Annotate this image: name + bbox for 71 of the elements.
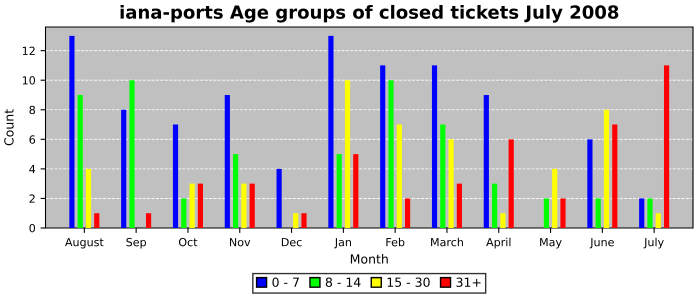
y-tick-label: 8: [29, 106, 36, 114]
bar: [560, 198, 566, 228]
bar: [69, 36, 75, 228]
y-tick-label: 2: [30, 194, 35, 203]
x-tick-label: Oct: [178, 238, 198, 246]
bar: [388, 80, 394, 228]
bar: [181, 198, 186, 228]
bar: [172, 124, 178, 228]
x-tick-label: March: [431, 238, 463, 246]
legend-label: 8 - 14: [326, 277, 361, 287]
bar: [448, 139, 454, 228]
y-tick-label: 0: [29, 224, 36, 232]
bar: [344, 80, 350, 228]
bar: [544, 198, 549, 228]
bar: [552, 168, 558, 228]
x-tick-label: May: [540, 238, 562, 248]
bar: [86, 168, 92, 228]
y-axis-title: Count: [4, 109, 14, 146]
bar: [146, 213, 152, 228]
x-tick-label: June: [590, 238, 614, 248]
x-tick-label: Feb: [386, 238, 404, 246]
bar: [596, 198, 601, 228]
bar: [639, 198, 644, 228]
y-tick-label: 6: [29, 135, 36, 144]
bar: [353, 154, 358, 228]
x-tick-label: July: [644, 238, 664, 248]
bar: [484, 94, 489, 228]
x-tick-label: August: [64, 238, 104, 248]
bar: [440, 124, 446, 228]
bar: [293, 213, 298, 228]
bar: [241, 184, 246, 228]
bar: [664, 65, 670, 228]
bar: [587, 139, 593, 228]
bar: [233, 154, 238, 228]
bar: [276, 168, 282, 228]
bar: [336, 154, 342, 228]
bar: [224, 94, 230, 228]
x-tick-label: Jan: [334, 238, 351, 248]
legend-label: 15 - 30: [388, 277, 430, 287]
bar: [129, 80, 135, 228]
y-tick-label: 10: [22, 76, 36, 85]
bar: [432, 65, 438, 228]
bar: [94, 213, 100, 228]
bar: [492, 184, 498, 228]
bar: [396, 124, 402, 228]
bar: [656, 213, 661, 228]
y-tick-label: 12: [22, 46, 35, 55]
bar: [250, 184, 255, 228]
bar: [190, 184, 195, 228]
bar: [604, 110, 610, 228]
bar: [328, 36, 334, 228]
bar: [78, 94, 83, 228]
legend-label: 0 - 7: [272, 277, 299, 287]
bar: [612, 124, 618, 228]
x-tick-label: Nov: [230, 238, 250, 246]
bar: [647, 198, 653, 228]
bar: [456, 184, 462, 228]
x-tick-label: Sep: [126, 238, 146, 248]
bar: [198, 184, 203, 228]
bar: [508, 139, 514, 228]
chart-title: iana-ports Age groups of closed tickets July 2008: [120, 4, 618, 23]
bar: [301, 213, 307, 228]
x-tick-label: Dec: [282, 238, 302, 246]
bar: [121, 110, 126, 228]
bar: [404, 198, 410, 228]
bar: [500, 213, 506, 228]
bar: [380, 65, 386, 228]
legend-label: 31+: [456, 277, 481, 287]
y-tick-label: 4: [29, 165, 36, 174]
x-axis-title: Month: [350, 254, 388, 264]
x-tick-label: April: [486, 238, 510, 248]
